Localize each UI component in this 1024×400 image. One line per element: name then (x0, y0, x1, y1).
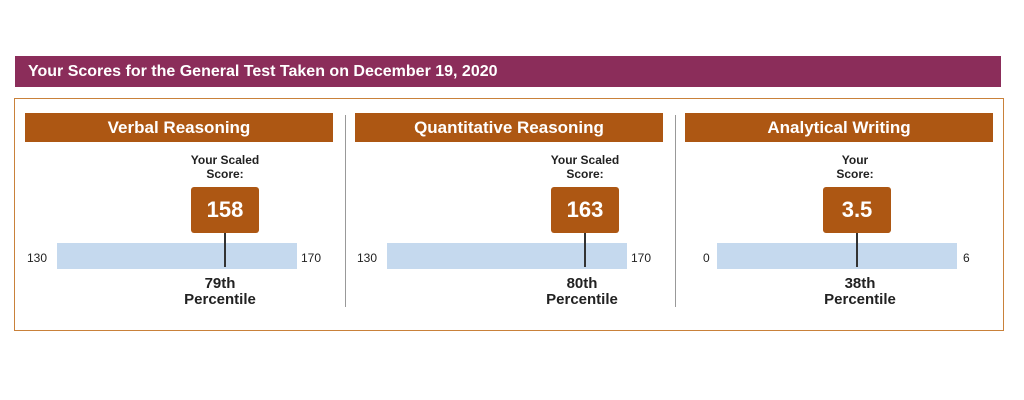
section-title: Verbal Reasoning (25, 113, 333, 142)
section-quantitative-reasoning: Quantitative Reasoning Your Scaled Score… (345, 99, 675, 330)
percentile-label: 38th Percentile (800, 276, 920, 308)
scores-panel: Verbal Reasoning Your Scaled Score: 158 … (14, 98, 1004, 331)
section-verbal-reasoning: Verbal Reasoning Your Scaled Score: 158 … (15, 99, 345, 330)
score-box: 163 (551, 187, 619, 233)
score-caption: Your Score: (836, 153, 874, 181)
scale-min-label: 130 (27, 251, 48, 265)
score-box: 158 (191, 187, 259, 233)
scores-header-title: Your Scores for the General Test Taken o… (28, 63, 498, 80)
score-caption: Your Scaled Score: (190, 153, 260, 181)
percentile-word: Percentile (184, 291, 256, 308)
scale-min-label: 0 (703, 251, 710, 265)
score-scale-track (387, 243, 627, 269)
score-box: 3.5 (823, 187, 891, 233)
scale-min-label: 130 (357, 251, 378, 265)
score-scale-track (717, 243, 957, 269)
score-pointer (224, 233, 226, 267)
percentile-value: 79th (204, 275, 236, 292)
percentile-value: 38th (844, 275, 876, 292)
score-pointer (584, 233, 586, 267)
section-title: Quantitative Reasoning (355, 113, 663, 142)
section-analytical-writing: Analytical Writing Your Score: 3.5 0 6 3… (675, 99, 1005, 330)
section-divider (675, 115, 676, 307)
score-caption: Your Scaled Score: (550, 153, 620, 181)
percentile-label: 80th Percentile (522, 276, 642, 308)
score-scale-track (57, 243, 297, 269)
score-pointer (856, 233, 858, 267)
section-divider (345, 115, 346, 307)
percentile-word: Percentile (546, 291, 618, 308)
scale-max-label: 170 (631, 251, 652, 265)
scale-max-label: 6 (963, 251, 970, 265)
percentile-label: 79th Percentile (160, 276, 280, 308)
scale-max-label: 170 (301, 251, 322, 265)
percentile-word: Percentile (824, 291, 896, 308)
percentile-value: 80th (566, 275, 598, 292)
scores-header-bar: Your Scores for the General Test Taken o… (15, 56, 1001, 87)
section-title: Analytical Writing (685, 113, 993, 142)
